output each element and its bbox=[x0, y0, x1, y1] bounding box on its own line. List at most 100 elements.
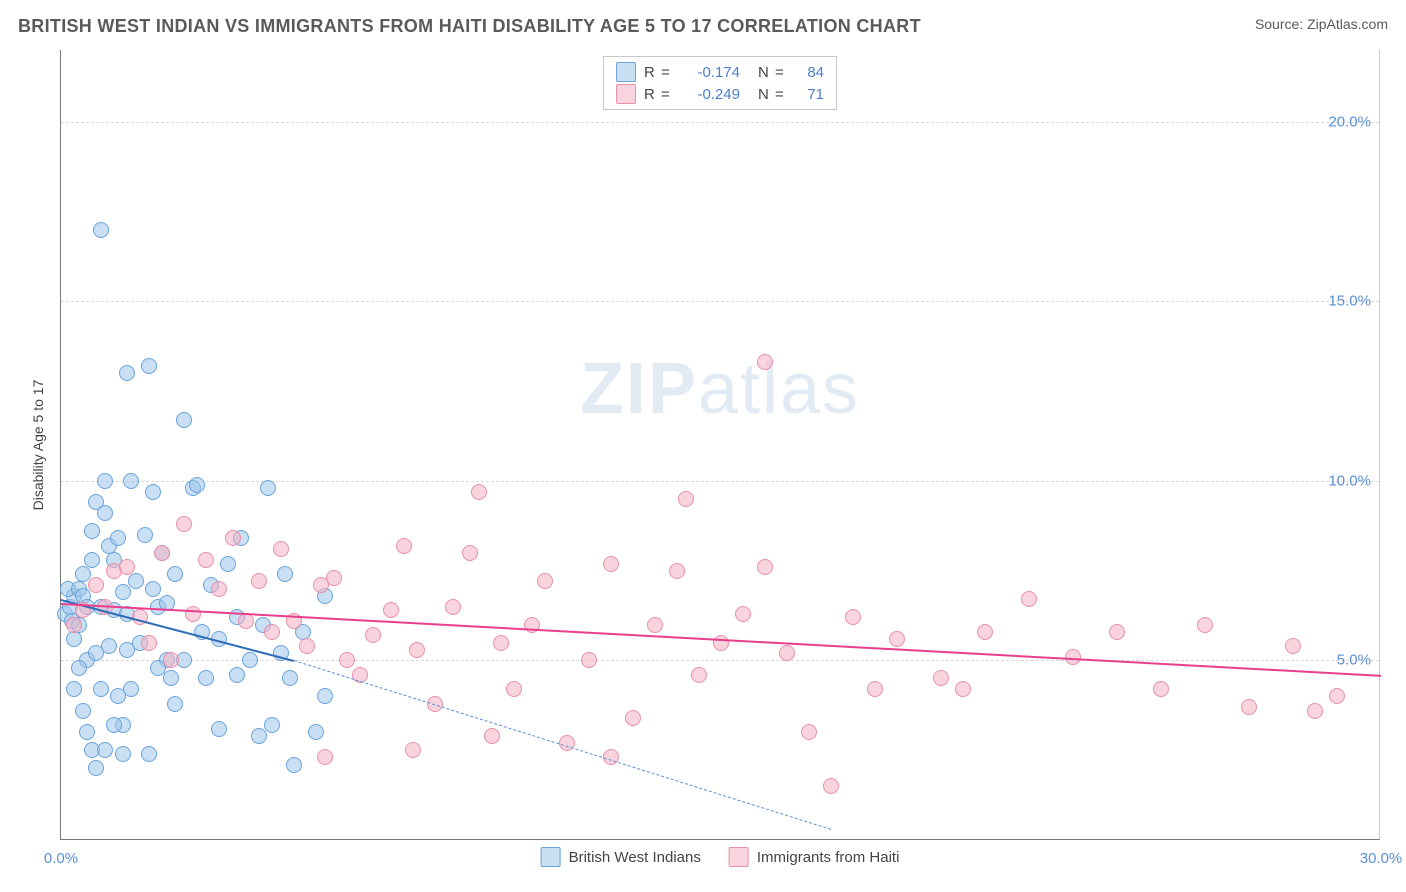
legend-n-value: 71 bbox=[794, 86, 824, 103]
gridline bbox=[61, 122, 1379, 123]
scatter-point bbox=[88, 760, 104, 776]
scatter-point bbox=[97, 505, 113, 521]
scatter-point bbox=[581, 652, 597, 668]
scatter-point bbox=[506, 681, 522, 697]
scatter-point bbox=[128, 573, 144, 589]
scatter-point bbox=[251, 573, 267, 589]
scatter-point bbox=[110, 530, 126, 546]
scatter-point bbox=[185, 606, 201, 622]
scatter-point bbox=[471, 484, 487, 500]
scatter-point bbox=[66, 617, 82, 633]
scatter-point bbox=[176, 412, 192, 428]
scatter-point bbox=[145, 581, 161, 597]
scatter-point bbox=[273, 541, 289, 557]
scatter-point bbox=[123, 473, 139, 489]
scatter-point bbox=[462, 545, 478, 561]
scatter-point bbox=[115, 746, 131, 762]
scatter-point bbox=[317, 749, 333, 765]
scatter-point bbox=[137, 527, 153, 543]
scatter-point bbox=[445, 599, 461, 615]
scatter-point bbox=[603, 556, 619, 572]
scatter-point bbox=[66, 681, 82, 697]
scatter-point bbox=[845, 609, 861, 625]
scatter-point bbox=[678, 491, 694, 507]
scatter-point bbox=[801, 724, 817, 740]
legend-swatch bbox=[541, 847, 561, 867]
scatter-point bbox=[163, 670, 179, 686]
scatter-point bbox=[71, 660, 87, 676]
series-legend-item: Immigrants from Haiti bbox=[729, 847, 900, 867]
scatter-point bbox=[264, 624, 280, 640]
scatter-point bbox=[365, 627, 381, 643]
scatter-point bbox=[383, 602, 399, 618]
scatter-point bbox=[119, 559, 135, 575]
scatter-point bbox=[308, 724, 324, 740]
scatter-point bbox=[84, 523, 100, 539]
gridline bbox=[61, 301, 1379, 302]
scatter-point bbox=[1285, 638, 1301, 654]
scatter-point bbox=[154, 545, 170, 561]
legend-swatch bbox=[616, 84, 636, 104]
legend-r-value: -0.174 bbox=[680, 64, 740, 81]
scatter-point bbox=[282, 670, 298, 686]
scatter-point bbox=[713, 635, 729, 651]
scatter-point bbox=[84, 552, 100, 568]
scatter-point bbox=[299, 638, 315, 654]
scatter-point bbox=[493, 635, 509, 651]
scatter-point bbox=[123, 681, 139, 697]
scatter-point bbox=[691, 667, 707, 683]
trend-line bbox=[61, 603, 1381, 677]
correlation-legend-row: R =-0.249N =71 bbox=[616, 83, 824, 105]
legend-swatch bbox=[729, 847, 749, 867]
series-legend: British West Indians Immigrants from Hait… bbox=[541, 847, 900, 867]
scatter-point bbox=[396, 538, 412, 554]
scatter-point bbox=[167, 696, 183, 712]
scatter-point bbox=[115, 584, 131, 600]
chart-title: BRITISH WEST INDIAN VS IMMIGRANTS FROM H… bbox=[18, 16, 921, 37]
scatter-point bbox=[484, 728, 500, 744]
scatter-point bbox=[75, 703, 91, 719]
scatter-point bbox=[93, 222, 109, 238]
legend-r-label: R = bbox=[644, 64, 672, 81]
scatter-point bbox=[167, 566, 183, 582]
scatter-point bbox=[211, 581, 227, 597]
scatter-point bbox=[225, 530, 241, 546]
scatter-point bbox=[251, 728, 267, 744]
series-legend-item: British West Indians bbox=[541, 847, 701, 867]
series-legend-label: Immigrants from Haiti bbox=[757, 849, 900, 866]
scatter-point bbox=[339, 652, 355, 668]
scatter-point bbox=[264, 717, 280, 733]
scatter-point bbox=[141, 746, 157, 762]
scatter-point bbox=[229, 667, 245, 683]
scatter-point bbox=[409, 642, 425, 658]
scatter-point bbox=[823, 778, 839, 794]
scatter-point bbox=[933, 670, 949, 686]
scatter-point bbox=[326, 570, 342, 586]
scatter-point bbox=[189, 477, 205, 493]
scatter-point bbox=[242, 652, 258, 668]
y-tick-label: 15.0% bbox=[1328, 293, 1371, 310]
scatter-point bbox=[735, 606, 751, 622]
y-tick-label: 20.0% bbox=[1328, 113, 1371, 130]
scatter-point bbox=[260, 480, 276, 496]
scatter-point bbox=[1329, 688, 1345, 704]
trend-line bbox=[294, 660, 831, 830]
correlation-legend: R =-0.174N =84R =-0.249N =71 bbox=[603, 56, 837, 110]
scatter-point bbox=[955, 681, 971, 697]
scatter-point bbox=[88, 577, 104, 593]
y-tick-label: 5.0% bbox=[1337, 652, 1371, 669]
y-axis-label: Disability Age 5 to 17 bbox=[30, 380, 46, 511]
scatter-point bbox=[198, 670, 214, 686]
scatter-point bbox=[977, 624, 993, 640]
correlation-legend-row: R =-0.174N =84 bbox=[616, 61, 824, 83]
scatter-point bbox=[317, 688, 333, 704]
scatter-point bbox=[1197, 617, 1213, 633]
scatter-point bbox=[119, 365, 135, 381]
scatter-point bbox=[211, 721, 227, 737]
scatter-point bbox=[757, 354, 773, 370]
legend-r-value: -0.249 bbox=[680, 86, 740, 103]
scatter-point bbox=[405, 742, 421, 758]
scatter-point bbox=[757, 559, 773, 575]
scatter-point bbox=[669, 563, 685, 579]
scatter-point bbox=[1241, 699, 1257, 715]
